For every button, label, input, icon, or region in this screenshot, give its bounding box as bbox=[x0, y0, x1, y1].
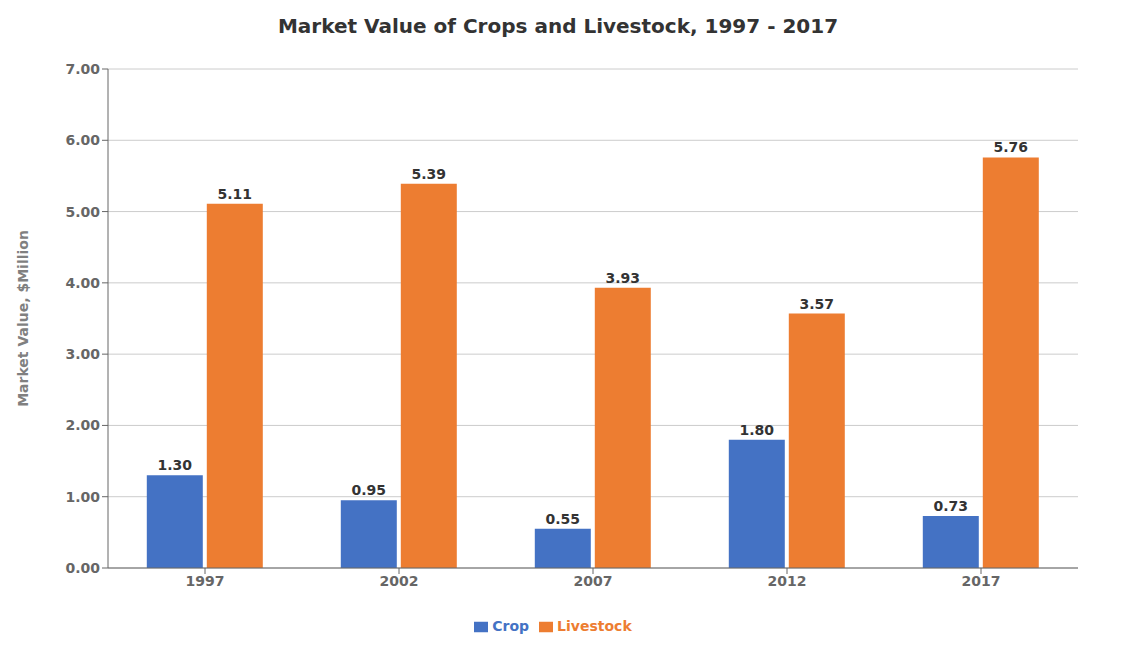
svg-text:3.57: 3.57 bbox=[800, 296, 835, 312]
html-text:Livestock: Livestock bbox=[557, 618, 632, 634]
svg-text:7.00: 7.00 bbox=[65, 61, 100, 77]
svg-text:0.95: 0.95 bbox=[352, 482, 387, 498]
svg-text:0.55: 0.55 bbox=[546, 511, 581, 527]
svg-text:3.93: 3.93 bbox=[606, 270, 641, 286]
svg-text:3.00: 3.00 bbox=[65, 346, 100, 362]
svg-text:0.73: 0.73 bbox=[934, 498, 969, 514]
svg-text:2.00: 2.00 bbox=[65, 417, 100, 433]
svg-text:5.00: 5.00 bbox=[65, 204, 100, 220]
svg-text:0.00: 0.00 bbox=[65, 560, 100, 576]
svg-text:1.80: 1.80 bbox=[740, 422, 775, 438]
svg-text:2002: 2002 bbox=[380, 573, 419, 589]
svg-text:1.00: 1.00 bbox=[65, 489, 100, 505]
svg-text:Market Value, $Million: Market Value, $Million bbox=[15, 230, 31, 407]
svg-text:1997: 1997 bbox=[186, 573, 225, 589]
svg-text:4.00: 4.00 bbox=[65, 275, 100, 291]
html-text:Crop: Crop bbox=[492, 618, 530, 634]
svg-text:5.11: 5.11 bbox=[218, 186, 253, 202]
svg-text:6.00: 6.00 bbox=[65, 132, 100, 148]
svg-text:2012: 2012 bbox=[768, 573, 807, 589]
svg-text:5.39: 5.39 bbox=[412, 166, 447, 182]
svg-text:5.76: 5.76 bbox=[994, 139, 1029, 155]
html-text:Market Value of Crops and Live: Market Value of Crops and Livestock, 199… bbox=[277, 14, 839, 38]
svg-text:2007: 2007 bbox=[574, 573, 613, 589]
svg-text:2017: 2017 bbox=[962, 573, 1001, 589]
svg-text:1.30: 1.30 bbox=[158, 457, 193, 473]
